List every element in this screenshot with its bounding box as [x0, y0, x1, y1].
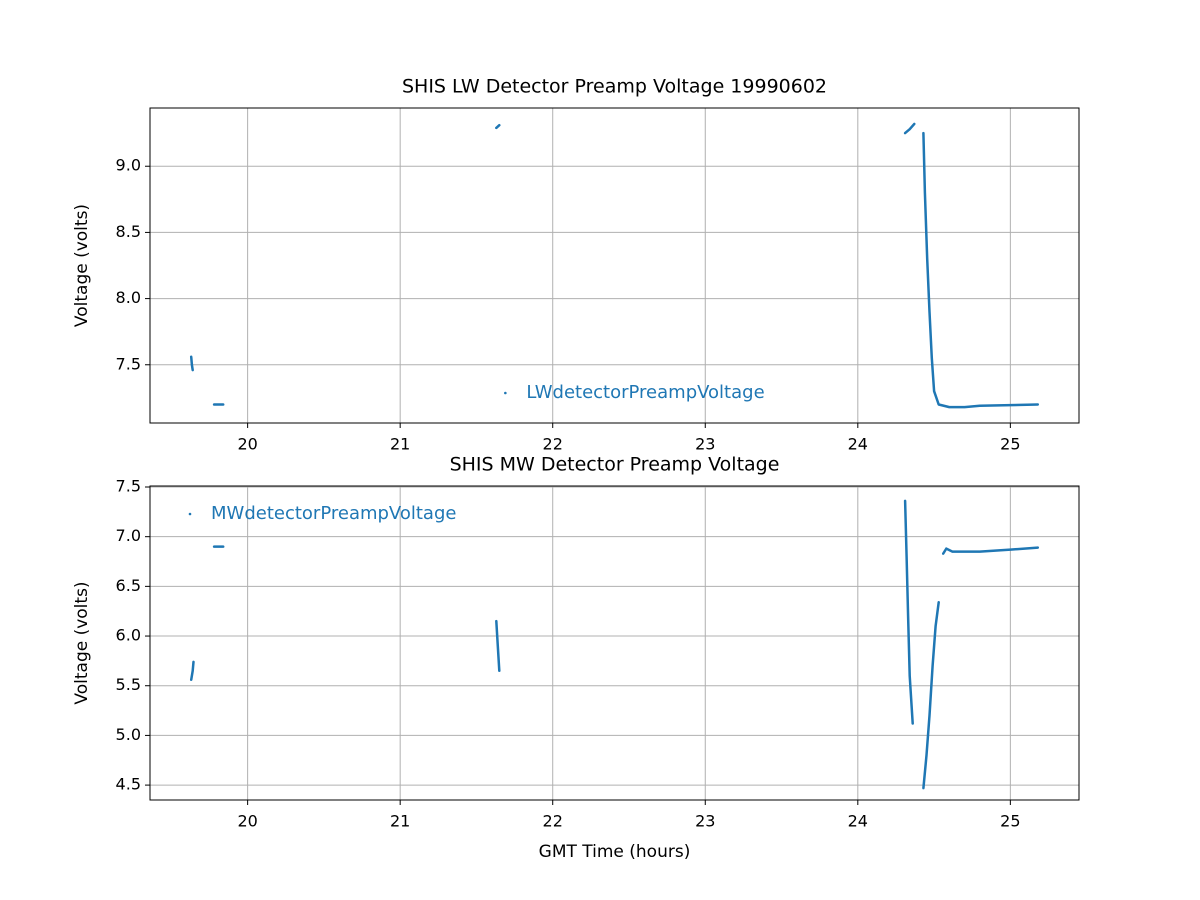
legend-marker	[504, 391, 507, 395]
x-tick-label: 20	[237, 435, 257, 454]
y-tick-label: 7.5	[116, 354, 141, 373]
y-tick-label: 4.5	[116, 775, 141, 794]
y-tick-label: 6.0	[116, 626, 141, 645]
y-tick-label: 7.0	[116, 526, 141, 545]
x-tick-label: 22	[543, 435, 563, 454]
y-axis-label: Voltage (volts)	[72, 204, 92, 327]
x-axis-label: GMT Time (hours)	[539, 842, 691, 862]
x-tick-label: 21	[390, 435, 410, 454]
y-tick-label: 5.0	[116, 725, 141, 744]
y-tick-label: 5.5	[116, 675, 141, 694]
y-tick-label: 7.5	[116, 476, 141, 495]
y-tick-label: 8.0	[116, 288, 141, 307]
x-tick-label: 23	[695, 812, 715, 831]
x-tick-label: 25	[1000, 435, 1020, 454]
legend-label: LWdetectorPreampVoltage	[526, 382, 764, 403]
data-line	[189, 122, 1040, 409]
data-line	[189, 499, 1040, 790]
legend-label: MWdetectorPreampVoltage	[211, 503, 456, 524]
x-tick-label: 22	[543, 812, 563, 831]
legend-marker	[188, 512, 192, 516]
chart-title: SHIS LW Detector Preamp Voltage 19990602	[402, 76, 827, 98]
x-tick-label: 23	[695, 435, 715, 454]
y-tick-label: 8.5	[116, 222, 141, 241]
axes-frame	[149, 107, 1080, 424]
x-tick-label: 24	[848, 435, 868, 454]
chart-title: SHIS MW Detector Preamp Voltage	[450, 454, 780, 476]
axes-frame	[149, 485, 1080, 801]
x-tick-label: 21	[390, 812, 410, 831]
x-tick-label: 24	[848, 812, 868, 831]
y-tick-label: 6.5	[116, 576, 141, 595]
x-tick-label: 25	[1000, 812, 1020, 831]
y-tick-label: 9.0	[116, 156, 141, 175]
x-tick-label: 20	[237, 812, 257, 831]
y-axis-label: Voltage (volts)	[72, 581, 92, 704]
